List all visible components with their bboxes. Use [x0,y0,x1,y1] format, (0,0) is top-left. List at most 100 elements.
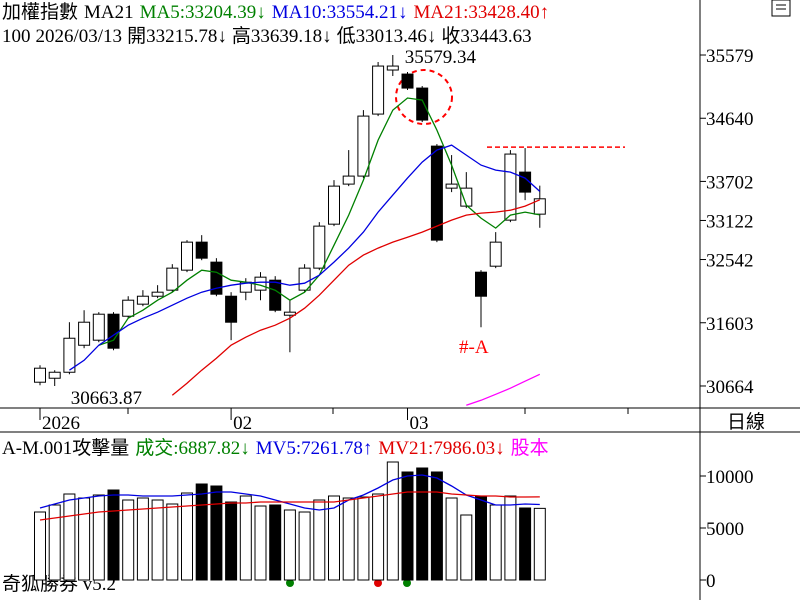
volume-bar [460,514,473,581]
candle-body [166,267,179,291]
candle-body [254,276,267,291]
candle-body [269,279,282,311]
volume-bar [78,497,91,581]
y-tick-label: 5000 [706,519,744,540]
legend-separator: : [296,438,301,459]
candle-body [328,185,340,225]
legend-value: 7986.03 [433,438,495,459]
volume-bar [313,499,326,581]
info-label: 高 [232,25,251,47]
candle-body [225,295,238,323]
annotation: #-A [459,337,489,358]
candle-body [283,311,296,316]
volume-bar [166,503,179,581]
legend-separator: : [321,2,326,23]
legend-name: MA10 [272,2,322,23]
volume-bar [48,504,61,581]
volume-bar [533,507,546,581]
window-button[interactable] [771,0,791,17]
y-tick-label: 32542 [706,251,754,272]
candle-body [533,198,546,215]
y-tick-label: 10000 [706,467,754,488]
candle-body [107,313,120,349]
info-trend: ↓ [322,26,332,47]
volume-bar [34,511,46,581]
candle-body [48,371,61,379]
y-tick-label: 35579 [706,46,754,67]
x-tick-label: 03 [410,413,429,434]
info-trend: ↓ [427,26,437,47]
volume-bar [210,485,223,581]
ma-line [466,373,541,406]
highlight-circle [395,69,453,125]
volume-ma-line [39,491,540,521]
candle-body [372,65,385,115]
legend-trend: ↑ [363,438,373,459]
annotation: 30663.87 [71,388,142,409]
period-label: 日線 [727,411,765,433]
legend-name: MA5 [140,2,180,23]
candle-body [122,299,135,317]
volume-bar [372,493,385,581]
candle-body [445,183,458,189]
info-value: 33215.78 [146,26,217,47]
candle-body [195,241,208,259]
legend-trend: ↓ [495,438,505,459]
chart-title: A-M.001攻擊量 [2,437,129,459]
legend-name: MA21 [413,2,463,23]
info-value: 33443.63 [460,26,531,47]
volume-bar [298,511,311,581]
legend-extra: 股本 [511,437,549,459]
signal-dot [374,579,382,587]
candle-body [151,291,164,297]
legend-trend: ↓ [240,438,250,459]
candle-body [210,261,223,295]
signal-dot [286,579,294,587]
legend-value: 33204.39 [185,2,256,23]
volume-bar [416,467,429,581]
legend-name: MV21 [378,438,428,459]
x-tick-label: 02 [233,413,252,434]
legend-value: 33554.21 [327,2,398,23]
x-tick-label: 2026 [42,413,80,434]
volume-bar [136,497,149,581]
legend-trend: ↑ [540,2,550,23]
legend-value: 6887.82 [179,438,241,459]
candle-body [386,65,399,71]
volume-bar [225,501,238,581]
volume-bar [401,471,414,581]
candle-body [460,187,473,207]
legend-name: MV5 [256,438,296,459]
y-tick-label: 34640 [706,109,754,130]
volume-legend: A-M.001攻擊量 成交:6887.82↓ MV5:7261.78↑ MV21:79… [2,437,549,459]
info-trend: ↓ [217,26,227,47]
candle-body [63,337,76,373]
candle-body [92,313,105,341]
candle-body [357,115,370,177]
info-label: 開 [127,26,146,47]
volume-bar [342,497,355,581]
legend-value: 33428.40 [468,2,539,23]
volume-bar [489,504,502,581]
legend-separator: : [428,438,433,459]
volume-bar [445,497,458,581]
info-value: 33013.46 [356,26,427,47]
info-period: 100 [2,26,31,47]
volume-bar [283,509,296,581]
annotation: 35579.34 [405,47,477,68]
volume-bar [254,505,267,581]
chart-title: 加權指數 [2,1,78,23]
volume-bar [430,471,443,581]
legend-name: 成交 [135,437,173,459]
candle-body [181,241,193,271]
volume-bar [357,496,370,581]
candle-body [416,87,429,121]
candle-body [475,271,487,297]
volume-bar [504,495,517,581]
candle-body [78,321,91,346]
candle-body [342,175,355,185]
candle-body [136,295,149,305]
volume-bar [269,504,282,581]
